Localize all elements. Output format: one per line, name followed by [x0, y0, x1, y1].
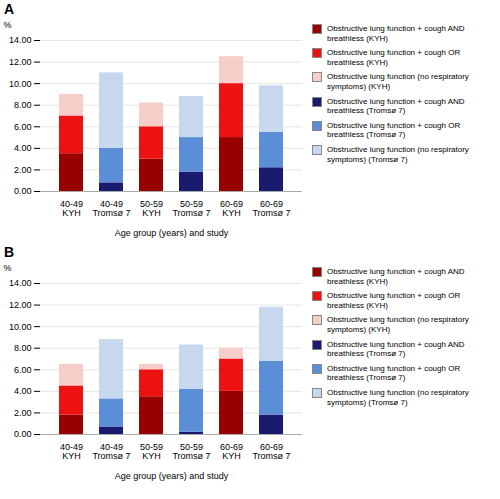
svg-text:%: % — [4, 263, 12, 273]
html-text:B: B — [4, 244, 15, 260]
svg-text:14.00: 14.00 — [9, 35, 32, 45]
svg-text:60-69Tromsø 7: 60-69Tromsø 7 — [252, 199, 290, 218]
svg-text:0.00: 0.00 — [14, 186, 32, 196]
html-text:A: A — [4, 1, 15, 17]
svg-text:50-59Tromsø 7: 50-59Tromsø 7 — [172, 442, 210, 461]
svg-text:%: % — [4, 20, 12, 30]
svg-text:50-59Tromsø 7: 50-59Tromsø 7 — [172, 199, 210, 218]
svg-text:6.00: 6.00 — [14, 122, 32, 132]
svg-text:50-59KYH: 50-59KYH — [140, 199, 163, 218]
svg-text:40-49Tromsø 7: 40-49Tromsø 7 — [92, 199, 130, 218]
svg-text:60-69Tromsø 7: 60-69Tromsø 7 — [252, 442, 290, 461]
svg-text:10.00: 10.00 — [9, 79, 32, 89]
html-text:Obstructive lung function + co: Obstructive lung function + cough OR bre… — [327, 363, 461, 383]
html-text:Obstructive lung function + co: Obstructive lung function + cough AND br… — [327, 267, 465, 286]
html-text:Obstructive lung function + co: Obstructive lung function + cough OR bre… — [327, 120, 461, 140]
html-text:Obstructive lung function + co: Obstructive lung function + cough OR bre… — [327, 48, 461, 67]
html-text:Obstructive lung function + co: Obstructive lung function + cough AND br… — [327, 24, 465, 43]
html-text:Obstructive lung function + co: Obstructive lung function + cough OR bre… — [327, 291, 461, 310]
svg-text:40-49Tromsø 7: 40-49Tromsø 7 — [92, 442, 130, 461]
svg-text:40-49KYH: 40-49KYH — [60, 442, 83, 461]
svg-text:4.00: 4.00 — [14, 143, 32, 153]
svg-text:4.00: 4.00 — [14, 386, 32, 396]
html-text:Obstructive lung function + co: Obstructive lung function + cough AND br… — [327, 339, 465, 359]
svg-text:12.00: 12.00 — [9, 300, 32, 310]
svg-text:2.00: 2.00 — [14, 408, 32, 418]
svg-text:14.00: 14.00 — [9, 278, 32, 288]
html-text:Obstructive lung function (no: Obstructive lung function (no respirator… — [327, 315, 469, 334]
svg-text:60-69KYH: 60-69KYH — [220, 199, 243, 218]
svg-text:Age group (years) and study: Age group (years) and study — [115, 228, 229, 238]
svg-text:6.00: 6.00 — [14, 365, 32, 375]
svg-text:50-59KYH: 50-59KYH — [140, 442, 163, 461]
html-text:Obstructive lung function (no: Obstructive lung function (no respirator… — [327, 144, 469, 164]
svg-text:60-69KYH: 60-69KYH — [220, 442, 243, 461]
html-text:Obstructive lung function (no: Obstructive lung function (no respirator… — [327, 387, 469, 407]
svg-text:10.00: 10.00 — [9, 322, 32, 332]
html-text:Obstructive lung function + co: Obstructive lung function + cough AND br… — [327, 96, 465, 116]
svg-text:12.00: 12.00 — [9, 57, 32, 67]
svg-text:0.00: 0.00 — [14, 429, 32, 439]
svg-text:Age group (years) and study: Age group (years) and study — [115, 471, 229, 481]
svg-text:8.00: 8.00 — [14, 100, 32, 110]
html-text:Obstructive lung function (no: Obstructive lung function (no respirator… — [327, 72, 469, 91]
svg-text:40-49KYH: 40-49KYH — [60, 199, 83, 218]
svg-text:8.00: 8.00 — [14, 343, 32, 353]
svg-text:2.00: 2.00 — [14, 165, 32, 175]
